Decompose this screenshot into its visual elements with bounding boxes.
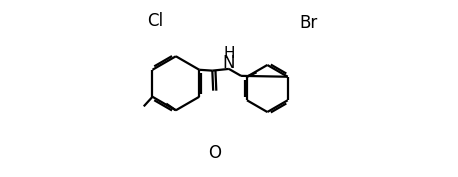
Text: N: N — [223, 54, 235, 72]
Text: H: H — [223, 46, 234, 61]
Text: Br: Br — [300, 14, 318, 32]
Text: O: O — [207, 144, 221, 162]
Text: Cl: Cl — [147, 12, 164, 30]
